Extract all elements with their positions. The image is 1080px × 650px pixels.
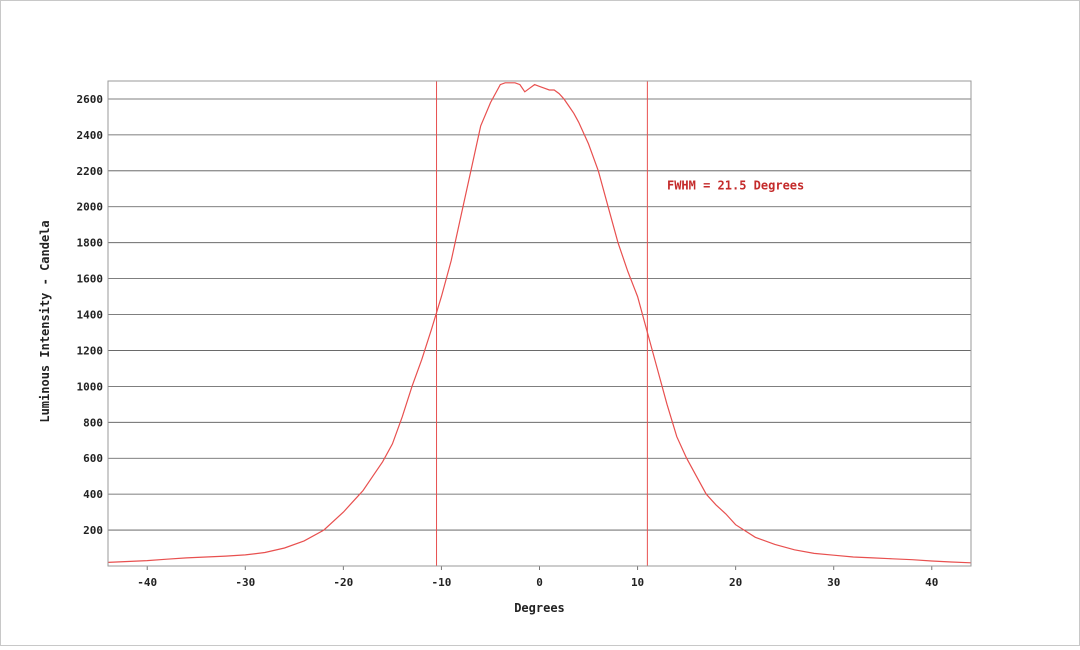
y-tick-label: 1400 xyxy=(77,309,104,322)
x-axis-ticks: -40 -30 -20 -10 0 10 20 30 40 xyxy=(137,566,938,589)
y-tick-label: 600 xyxy=(83,452,103,465)
x-axis-label: Degrees xyxy=(514,601,565,615)
x-tick-label: 20 xyxy=(729,576,742,589)
fwhm-annotation: FWHM = 21.5 Degrees xyxy=(667,179,804,193)
x-tick-label: 40 xyxy=(925,576,938,589)
x-tick-label: -20 xyxy=(333,576,353,589)
y-axis-label: Luminous Intensity - Candela xyxy=(38,220,52,422)
y-tick-label: 800 xyxy=(83,416,103,429)
y-tick-label: 1600 xyxy=(77,273,104,286)
x-tick-label: 10 xyxy=(631,576,644,589)
y-tick-label: 400 xyxy=(83,488,103,501)
y-tick-label: 2000 xyxy=(77,201,104,214)
y-axis-ticks: 200 400 600 800 1000 1200 1400 1600 1800 2000 2200… xyxy=(77,93,104,537)
fwhm-markers xyxy=(436,81,648,566)
intensity-curve xyxy=(107,82,972,564)
y-tick-label: 1000 xyxy=(77,380,104,393)
y-tick-label: 2600 xyxy=(77,93,104,106)
y-tick-label: 2400 xyxy=(77,129,104,142)
y-tick-label: 200 xyxy=(83,524,103,537)
y-tick-label: 1800 xyxy=(77,237,104,250)
x-tick-label: 0 xyxy=(536,576,543,589)
plot-area-border xyxy=(107,80,972,567)
y-tick-label: 1200 xyxy=(77,344,104,357)
x-tick-label: -10 xyxy=(431,576,451,589)
x-tick-label: -30 xyxy=(235,576,255,589)
y-tick-label: 2200 xyxy=(77,165,104,178)
x-tick-label: 30 xyxy=(827,576,840,589)
grid-lines xyxy=(108,98,971,531)
x-tick-label: -40 xyxy=(137,576,157,589)
